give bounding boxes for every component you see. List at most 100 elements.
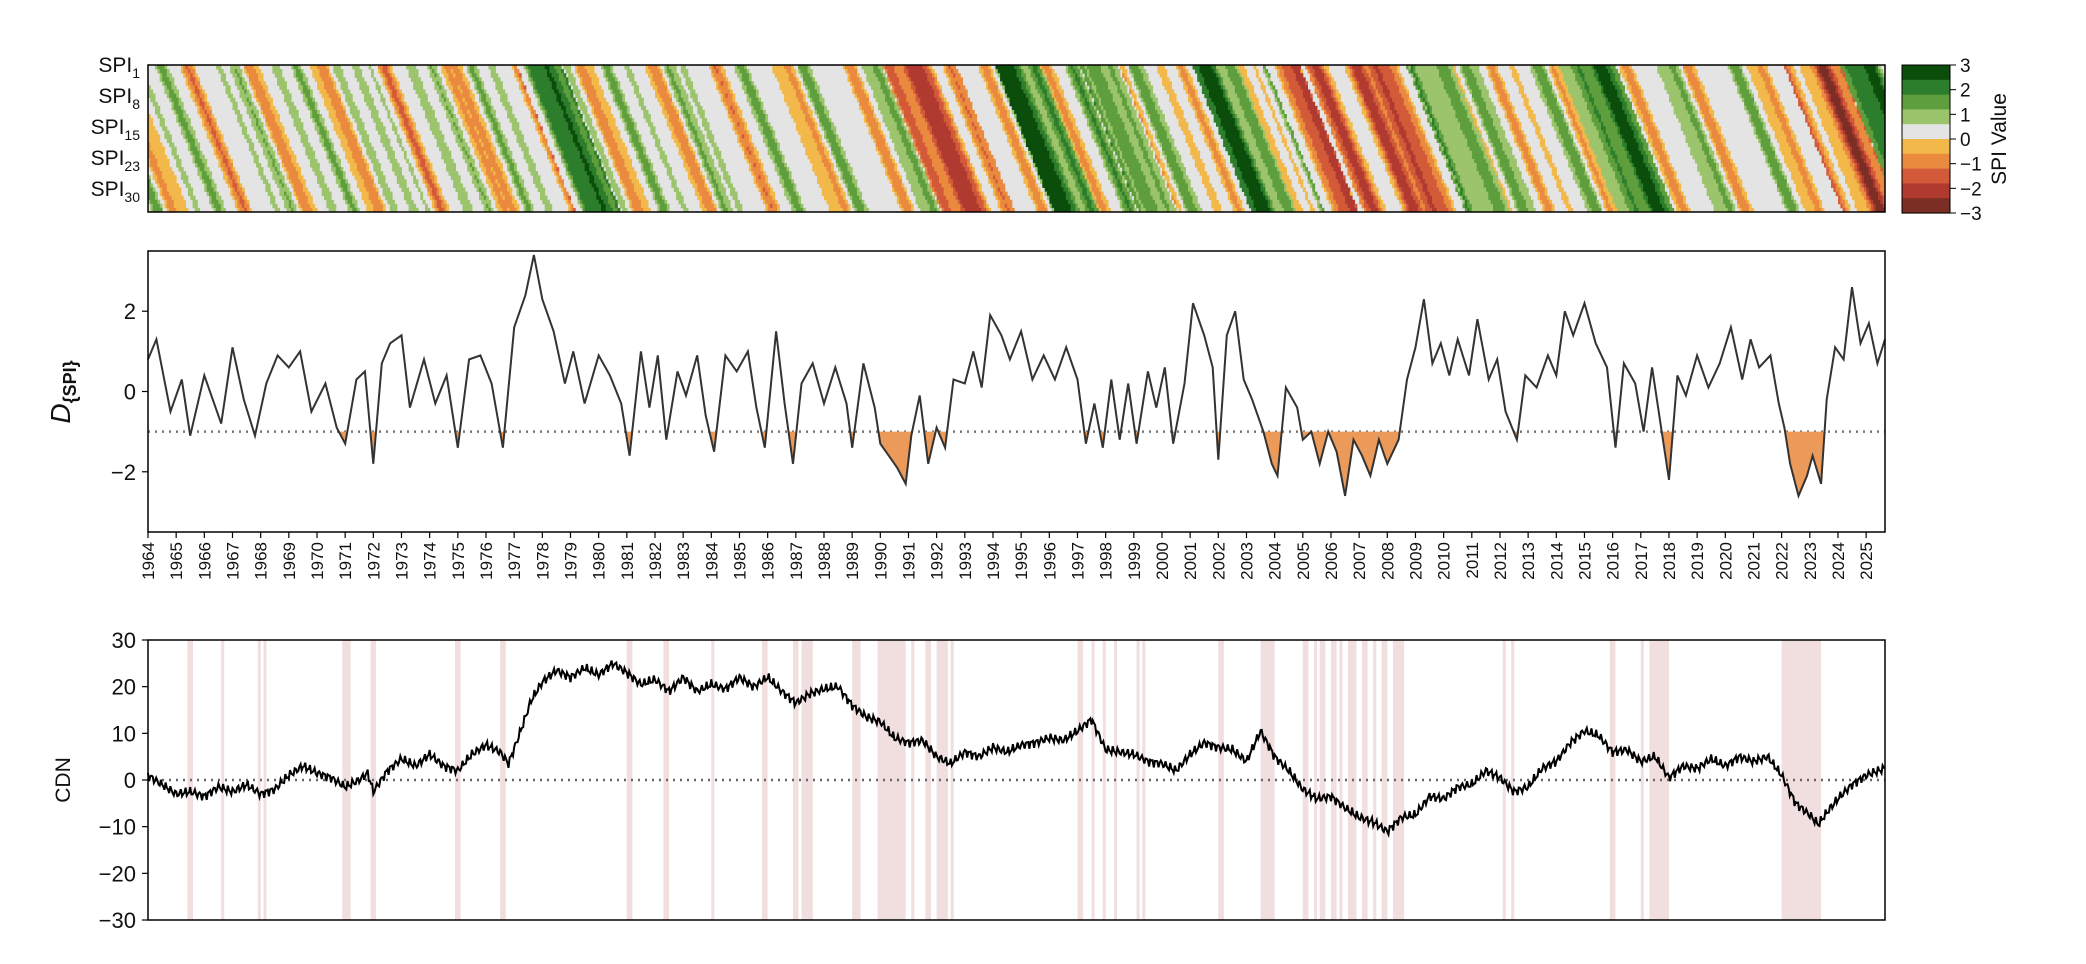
heatmap-cell (544, 118, 548, 123)
heatmap-cell (1500, 138, 1508, 143)
heatmap-cell (1192, 105, 1196, 111)
heatmap-cell (148, 158, 151, 164)
spi-heatmap: SPI1 SPI8 SPI15 SPI23 SPI30 (91, 54, 1886, 213)
heatmap-cell (598, 118, 609, 123)
heatmap-cell (1436, 130, 1440, 135)
heatmap-cell (1178, 65, 1184, 70)
heatmap-cell (568, 114, 576, 119)
heatmap-cell (314, 118, 320, 123)
heatmap-cell (338, 93, 341, 99)
heatmap-cell (1361, 97, 1365, 103)
heatmap-cell (1054, 77, 1060, 82)
heatmap-cell (1166, 154, 1177, 160)
heatmap-cell (995, 69, 999, 74)
heatmap-cell (1601, 118, 1614, 123)
heatmap-cell (488, 154, 496, 160)
heatmap-cell (807, 93, 811, 99)
heatmap-cell (1424, 101, 1428, 107)
heatmap-cell (1800, 97, 1804, 103)
heatmap-cell (1591, 65, 1595, 70)
heatmap-cell (1389, 138, 1395, 143)
heatmap-cell (1436, 118, 1459, 123)
heatmap-cell (859, 77, 862, 82)
heatmap-cell (1633, 130, 1639, 135)
heatmap-cell (1795, 89, 1801, 94)
heatmap-cell (1129, 138, 1140, 143)
heatmap-cell (1392, 97, 1405, 103)
heatmap-cell (258, 138, 264, 143)
heatmap-cell (748, 73, 752, 78)
heatmap-cell (1281, 134, 1285, 139)
heatmap-cell (873, 69, 881, 74)
heatmap-cell (1821, 81, 1825, 86)
heatmap-cell (678, 150, 684, 156)
heatmap-cell (603, 130, 614, 135)
heatmap-cell (878, 122, 881, 127)
heatmap-cell (1373, 85, 1377, 90)
heatmap-cell (1413, 109, 1416, 115)
heatmap-cell (1446, 89, 1459, 94)
heatmap-cell (1309, 109, 1318, 115)
heatmap-cell (1852, 150, 1862, 156)
heatmap-cell (246, 138, 252, 143)
heatmap-cell (1554, 73, 1560, 78)
heatmap-cell (1838, 126, 1841, 131)
heatmap-cell (1009, 101, 1029, 107)
heatmap-cell (1108, 122, 1111, 127)
heatmap-cell (910, 142, 914, 148)
heatmap-cell (744, 65, 747, 70)
heatmap-cell (206, 134, 212, 139)
heatmap-cell (1833, 101, 1841, 107)
heatmap-cell (1638, 105, 1646, 111)
heatmap-cell (528, 77, 532, 82)
heatmap-cell (1469, 65, 1480, 70)
heatmap-cell (1042, 81, 1048, 86)
heatmap-cell (1213, 150, 1219, 156)
heatmap-cell (683, 150, 694, 156)
heatmap-cell (1286, 146, 1290, 152)
heatmap-cell (892, 97, 895, 103)
heatmap-cell (1004, 93, 1008, 99)
heatmap-cell (1204, 93, 1210, 99)
heatmap-cell (1507, 114, 1515, 119)
heatmap-cell (277, 146, 287, 152)
heatmap-cell (1042, 97, 1046, 103)
heatmap-cell (305, 146, 313, 152)
heatmap-cell (1643, 154, 1649, 160)
heatmap-cell (432, 65, 438, 70)
heatmap-cell (1647, 138, 1654, 143)
heatmap-cell (558, 142, 576, 148)
heatmap-cell (321, 142, 325, 148)
heatmap-cell (1462, 101, 1468, 107)
heatmap-cell (706, 154, 712, 160)
heatmap-cell (1058, 154, 1064, 160)
heatmap-cell (1873, 134, 1886, 139)
heatmap-cell (1507, 109, 1513, 115)
heatmap-cell (1338, 138, 1344, 143)
heatmap-cell (605, 69, 611, 74)
heatmap-cell (781, 154, 785, 160)
heatmap-cell (1194, 69, 1201, 74)
heatmap-cell (1561, 97, 1564, 103)
heatmap-cell (1084, 109, 1090, 115)
heatmap-cell (906, 146, 912, 152)
heatmap-cell (1101, 114, 1104, 119)
heatmap-cell (1399, 89, 1407, 94)
heatmap-cell (551, 81, 557, 86)
heatmap-cell (1025, 142, 1046, 148)
heatmap-cell (183, 126, 189, 131)
heatmap-cell (1359, 101, 1362, 107)
heatmap-cell (685, 118, 689, 123)
heatmap-cell (1856, 109, 1860, 115)
heatmap-cell (1094, 89, 1097, 94)
heatmap-cell (248, 114, 255, 119)
heatmap-cell (265, 154, 271, 160)
heatmap-cell (523, 65, 527, 70)
heatmap-cell (1079, 154, 1086, 160)
heatmap-cell (371, 114, 379, 119)
heatmap-cell (310, 93, 313, 99)
heatmap-cell (1218, 114, 1233, 119)
heatmap-cell (974, 126, 977, 131)
heatmap-cell (676, 89, 682, 94)
heatmap-cell (1345, 65, 1348, 70)
